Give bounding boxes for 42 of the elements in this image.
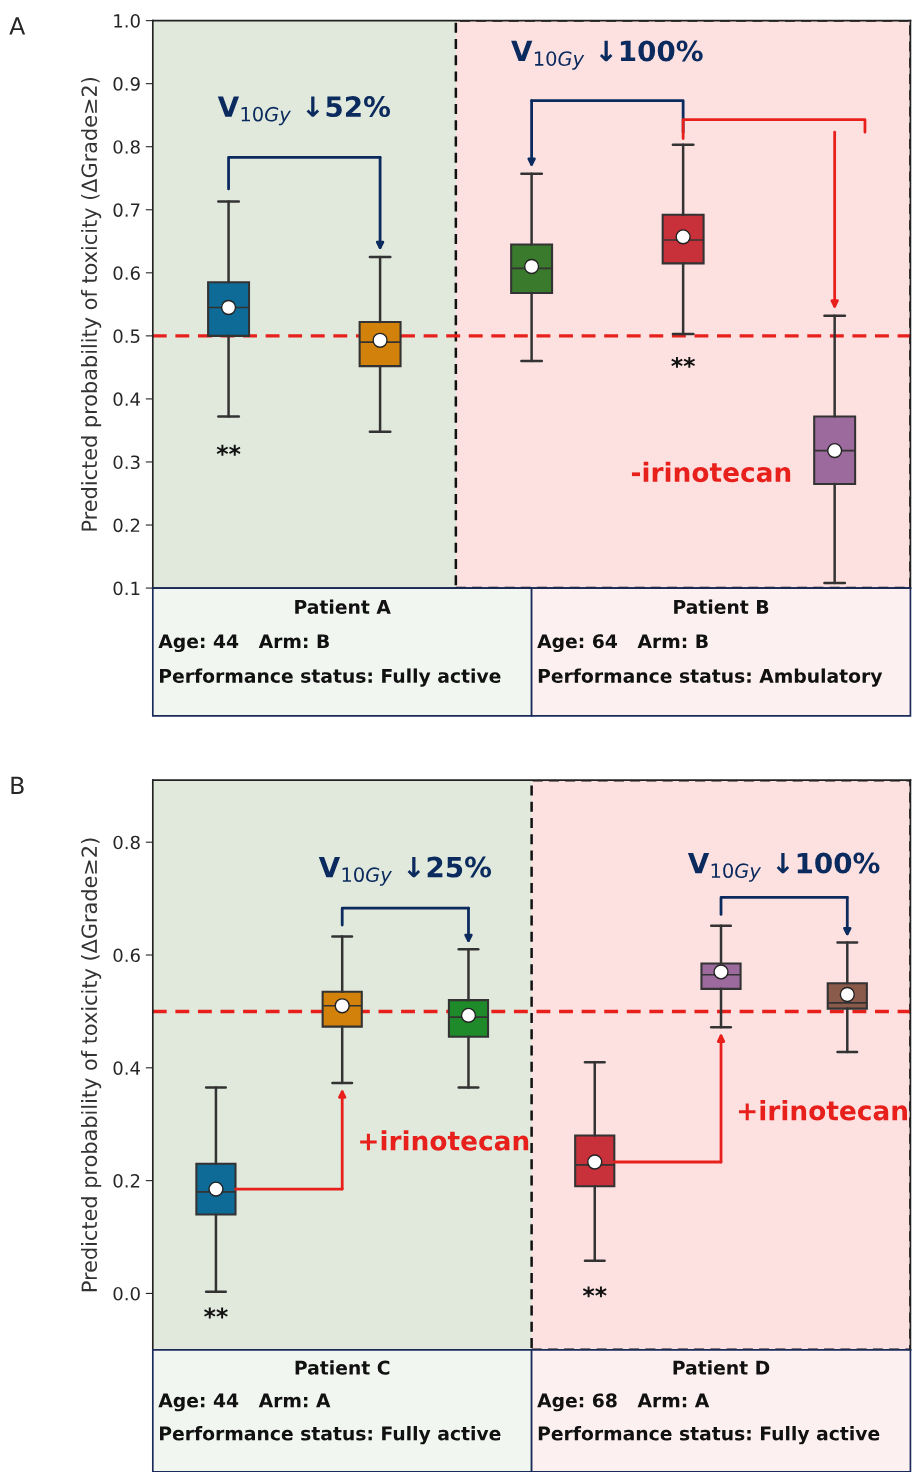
y-tick-label: 0.9 xyxy=(113,77,140,91)
annotation: ** xyxy=(671,356,696,368)
text: Age: 64 Arm: B xyxy=(537,634,708,653)
y-tick-label: 0.7 xyxy=(113,203,140,217)
y-tick-label: 0.4 xyxy=(113,392,140,407)
text: Patient D xyxy=(673,1360,770,1375)
annotation: V$_{10Gy}$ ↓25% xyxy=(318,856,492,886)
text: Performance status: Fully active xyxy=(160,1426,501,1445)
text: Age: 44 Arm: A xyxy=(158,1393,331,1412)
annotation: V$_{10Gy}$ ↓52% xyxy=(217,96,391,126)
y-tick-label: 0.6 xyxy=(113,266,140,280)
chart-title: A xyxy=(9,17,26,35)
y-tick-label: 0.3 xyxy=(113,455,140,470)
annotation: +irinotecan xyxy=(738,1100,907,1121)
text: Performance status: Fully active xyxy=(538,1426,880,1445)
y-tick-label: 0.4 xyxy=(113,1061,140,1075)
annotation: V$_{10Gy}$ ↓100% xyxy=(511,40,703,70)
annotation: ** xyxy=(216,444,241,456)
y-tick-label: 0.6 xyxy=(113,948,140,963)
text: Performance status: Ambulatory xyxy=(538,668,883,687)
annotation: V$_{10Gy}$ ↓100% xyxy=(687,852,880,882)
text: Age: 44 Arm: B xyxy=(158,634,329,653)
text: Patient B xyxy=(674,599,769,614)
text: Patient C xyxy=(295,1360,390,1375)
y-tick-label: 0.8 xyxy=(113,140,140,154)
y-tick-label: 0.1 xyxy=(113,581,140,596)
annotation: +irinotecan xyxy=(360,1130,529,1151)
y-tick-label: 1.0 xyxy=(114,14,140,28)
y-tick-label: 0.2 xyxy=(113,518,140,533)
chart-title: B xyxy=(11,776,24,795)
y-axis-title: Predicted probability of toxicity (ΔGrade≥2) xyxy=(81,838,102,1292)
text: Patient A xyxy=(295,599,391,614)
text: Age: 68 Arm: A xyxy=(537,1393,710,1412)
y-tick-label: 0.8 xyxy=(113,835,140,850)
annotation: -irinotecan xyxy=(631,461,791,483)
text: Performance status: Fully active xyxy=(160,668,501,687)
y-tick-label: 0.0 xyxy=(113,1286,140,1301)
y-tick-label: 0.2 xyxy=(113,1174,140,1188)
annotation: ** xyxy=(204,1307,228,1319)
annotation: ** xyxy=(582,1286,607,1298)
y-tick-label: 0.5 xyxy=(113,329,140,343)
y-axis-title: Predicted probability of toxicity (ΔGrade≥2) xyxy=(81,77,102,531)
